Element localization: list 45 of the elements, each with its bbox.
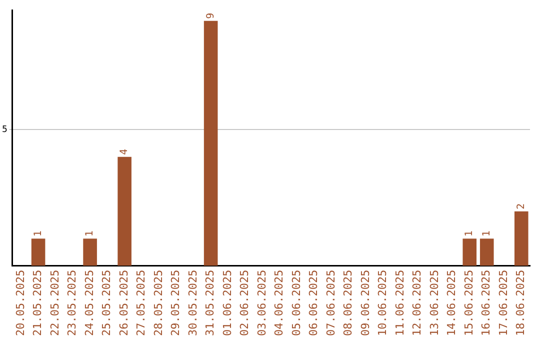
data-label: 2 <box>516 203 527 210</box>
data-label: 9 <box>205 12 216 19</box>
data-label: 1 <box>32 230 44 237</box>
x-tick-label: 31.05.2025 <box>204 270 217 336</box>
x-tick-label: 26.05.2025 <box>117 270 130 336</box>
bar <box>83 238 97 266</box>
x-tick-label: 03.06.2025 <box>255 270 268 336</box>
x-tick-label: 08.06.2025 <box>342 270 355 336</box>
x-tick-label: 07.06.2025 <box>324 270 338 336</box>
x-tick-label: 20.05.2025 <box>14 270 27 336</box>
data-label: 4 <box>119 148 130 155</box>
x-tick-label: 10.06.2025 <box>376 270 390 336</box>
x-tick-label: 04.06.2025 <box>272 270 286 336</box>
bar <box>31 238 46 266</box>
x-tick-label: 05.06.2025 <box>290 270 303 336</box>
x-tick-label: 12.06.2025 <box>410 270 424 336</box>
y-tick-label: 5 <box>2 125 8 136</box>
x-tick-label: 21.05.2025 <box>31 270 44 336</box>
x-tick-label: 11.06.2025 <box>393 270 406 336</box>
bar <box>462 238 477 266</box>
x-tick-label: 28.05.2025 <box>152 270 165 336</box>
x-tick-label: 16.06.2025 <box>480 270 493 336</box>
x-tick-label: 06.06.2025 <box>307 270 320 336</box>
bar <box>204 20 218 266</box>
x-tick-label: 13.06.2025 <box>428 270 441 336</box>
x-tick-label: 18.06.2025 <box>514 270 528 336</box>
data-label: 1 <box>481 230 492 237</box>
bar <box>118 156 132 266</box>
x-tick-label: 27.05.2025 <box>134 270 148 336</box>
x-tick-label: 17.06.2025 <box>496 270 510 336</box>
x-tick-label: 30.05.2025 <box>186 270 200 336</box>
data-label: 1 <box>464 230 476 237</box>
x-tick-label: 25.05.2025 <box>100 270 114 336</box>
x-tick-label: 09.06.2025 <box>358 270 372 336</box>
bar <box>480 238 494 266</box>
data-label: 1 <box>84 230 96 237</box>
x-tick-label: 29.05.2025 <box>169 270 182 336</box>
x-tick-label: 02.06.2025 <box>238 270 252 336</box>
x-tick-label: 15.06.2025 <box>462 270 476 336</box>
x-tick-label: 23.05.2025 <box>66 270 79 336</box>
x-tick-label: 14.06.2025 <box>445 270 458 336</box>
x-tick-label: 01.06.2025 <box>220 270 234 336</box>
x-tick-label: 24.05.2025 <box>82 270 96 336</box>
bar <box>514 211 528 266</box>
x-tick-label: 22.05.2025 <box>48 270 62 336</box>
